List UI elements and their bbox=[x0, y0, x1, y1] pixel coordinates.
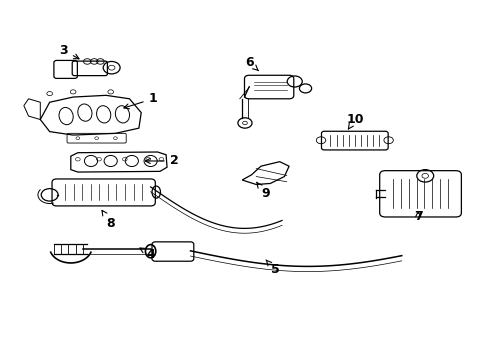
Text: 6: 6 bbox=[244, 56, 258, 71]
Text: 3: 3 bbox=[60, 44, 79, 59]
Text: 1: 1 bbox=[123, 92, 157, 109]
Text: 5: 5 bbox=[265, 260, 279, 276]
Text: 9: 9 bbox=[256, 183, 269, 200]
Text: 8: 8 bbox=[102, 210, 115, 230]
Text: 10: 10 bbox=[346, 113, 363, 129]
Text: 2: 2 bbox=[145, 154, 178, 167]
Text: 4: 4 bbox=[140, 248, 155, 261]
Text: 7: 7 bbox=[413, 210, 422, 223]
